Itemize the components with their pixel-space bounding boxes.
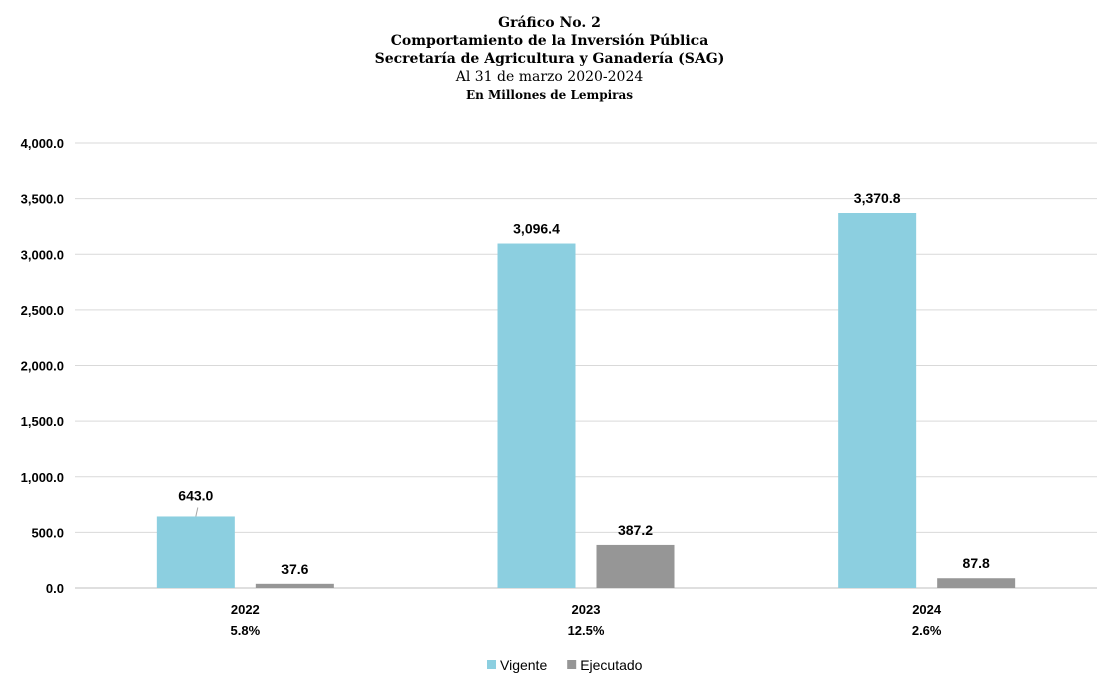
y-tick-label: 2,500.0: [21, 303, 64, 318]
x-category-label: 2023: [572, 602, 601, 617]
legend-label-vigente: Vigente: [500, 657, 547, 673]
chart-title-block: Gráfico No. 2 Comportamiento de la Inver…: [0, 14, 1099, 104]
data-label: 87.8: [963, 555, 990, 571]
chart-subtitle-1: Comportamiento de la Inversión Pública: [390, 33, 709, 49]
x-category-sublabel: 12.5%: [568, 623, 605, 638]
y-tick-label: 3,000.0: [21, 247, 64, 262]
data-label: 643.0: [178, 487, 213, 503]
bar-vigente-2024: [838, 212, 917, 588]
y-tick-label: 500.0: [31, 525, 64, 540]
x-category-sublabel: 2.6%: [912, 623, 942, 638]
y-tick-label: 4,000.0: [21, 136, 64, 151]
bar-ejecutado-2022: [255, 583, 334, 588]
bar-vigente-2023: [497, 243, 576, 588]
legend-swatch-ejecutado: [567, 660, 577, 669]
chart-subtitle-3: Al 31 de marzo 2020-2024: [455, 69, 644, 85]
bar-ejecutado-2024: [937, 578, 1016, 588]
data-label: 3,096.4: [513, 221, 560, 237]
y-tick-label: 3,500.0: [21, 192, 64, 207]
legend-label-ejecutado: Ejecutado: [580, 657, 642, 673]
y-tick-label: 0.0: [46, 581, 64, 596]
x-category-label: 2024: [912, 602, 942, 617]
bar-ejecutado-2023: [596, 544, 675, 588]
data-label: 37.6: [281, 561, 308, 577]
y-tick-label: 1,500.0: [21, 414, 64, 429]
y-tick-label: 1,000.0: [21, 470, 64, 485]
x-category-label: 2022: [231, 602, 260, 617]
chart-subtitle-2: Secretaría de Agricultura y Ganadería (S…: [374, 51, 725, 67]
chart-title: Gráfico No. 2: [498, 15, 601, 31]
data-label: 3,370.8: [854, 190, 901, 206]
y-tick-label: 2,000.0: [21, 359, 64, 374]
data-label: 387.2: [618, 522, 653, 538]
legend-swatch-vigente: [487, 660, 496, 669]
x-category-sublabel: 5.8%: [231, 623, 261, 638]
chart-units: En Millones de Lempiras: [465, 88, 634, 102]
data-label-leader: [195, 507, 199, 517]
bar-vigente-2022: [156, 516, 235, 588]
